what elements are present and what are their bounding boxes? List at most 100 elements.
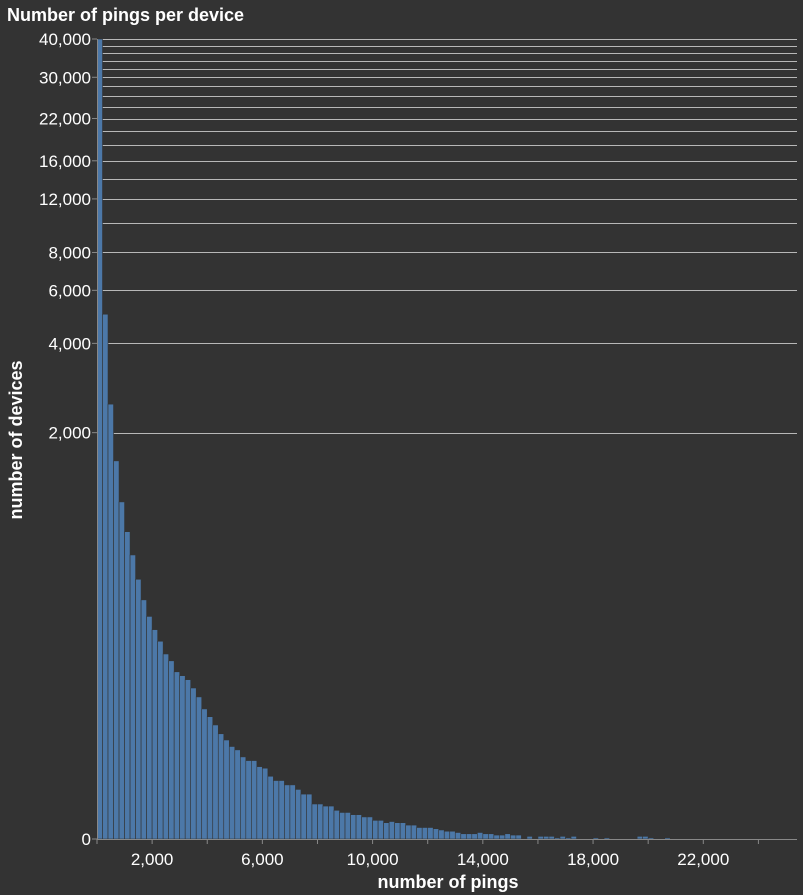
y-tick-label: 4,000: [48, 334, 91, 353]
y-tick-label: 30,000: [39, 68, 91, 87]
bar: [328, 805, 335, 840]
bar: [234, 749, 241, 840]
y-tick-label: 8,000: [48, 243, 91, 262]
bar: [366, 816, 373, 840]
bar: [454, 832, 462, 840]
bar: [493, 834, 500, 840]
bar: [184, 679, 192, 840]
bar: [146, 616, 153, 840]
bar: [190, 687, 197, 840]
bar: [603, 837, 610, 840]
y-axis: 0 2,000 4,000 6,000 8,000 12,000 16,000 22,000 3…: [39, 30, 98, 849]
bar: [636, 836, 643, 840]
bar: [267, 775, 274, 840]
bar: [432, 828, 440, 840]
bar: [488, 833, 495, 840]
bar: [179, 675, 186, 840]
bars: [96, 38, 671, 840]
bar: [471, 833, 478, 840]
bar: [592, 837, 599, 840]
bar: [383, 822, 390, 840]
y-tick-label: 40,000: [39, 30, 91, 49]
bar: [427, 827, 434, 840]
bar: [438, 829, 445, 840]
grid-lines: [97, 39, 797, 434]
x-tick-label: 14,000: [457, 850, 509, 869]
bar: [350, 814, 357, 840]
bar: [118, 501, 125, 840]
bar: [195, 696, 203, 840]
bar: [212, 724, 219, 840]
bar: [201, 708, 208, 840]
bar: [465, 833, 473, 840]
bar: [173, 671, 180, 840]
bar: [107, 403, 114, 840]
bar: [664, 837, 671, 840]
x-tick-label: 6,000: [241, 850, 284, 869]
bar: [405, 824, 412, 840]
y-tick-label: 12,000: [39, 190, 91, 209]
bar: [548, 836, 555, 840]
bar: [273, 780, 280, 840]
bar: [295, 789, 302, 840]
bar: [256, 766, 263, 840]
bar: [344, 812, 351, 840]
bar: [339, 812, 346, 840]
bar: [124, 531, 131, 840]
bar: [311, 803, 318, 840]
bar: [510, 834, 517, 840]
bar: [223, 739, 230, 840]
bar: [135, 578, 142, 840]
bar: [355, 814, 362, 840]
bar: [515, 834, 522, 840]
x-axis: 2,000 6,000 10,000 14,000 18,000 22,000: [96, 839, 797, 869]
bar: [377, 820, 384, 840]
bar: [642, 836, 649, 840]
y-tick-label: 2,000: [48, 424, 91, 443]
bar: [206, 716, 214, 840]
bar: [361, 816, 368, 840]
bar: [162, 653, 169, 840]
bar: [151, 629, 158, 840]
x-tick-label: 2,000: [131, 850, 174, 869]
bar: [443, 830, 451, 840]
bar: [482, 833, 489, 840]
x-tick-label: 10,000: [347, 850, 399, 869]
bar: [543, 836, 550, 840]
bar: [537, 836, 544, 840]
chart-title: Number of pings per device: [7, 5, 244, 25]
bar: [504, 833, 511, 840]
bar: [113, 460, 120, 840]
bar: [157, 640, 164, 840]
bar: [449, 830, 456, 840]
bar: [647, 837, 654, 840]
bar: [129, 554, 136, 840]
bar: [372, 820, 379, 840]
bar: [317, 803, 324, 840]
bar: [217, 733, 225, 840]
bar: [554, 837, 561, 840]
bar: [394, 822, 401, 840]
bar: [300, 793, 307, 840]
x-tick-label: 18,000: [567, 850, 619, 869]
bar: [526, 836, 533, 840]
bar: [278, 780, 285, 840]
y-tick-label: 22,000: [39, 110, 91, 129]
bar: [399, 822, 406, 840]
bar: [245, 760, 252, 840]
bar: [388, 821, 395, 840]
bar: [322, 805, 329, 840]
bar: [421, 827, 429, 840]
x-tick-label: 22,000: [677, 850, 729, 869]
bar: [284, 784, 291, 840]
bar: [333, 809, 340, 840]
bar: [559, 836, 566, 840]
bar: [477, 832, 484, 840]
bar: [460, 833, 467, 840]
bar: [565, 837, 572, 840]
bar: [251, 760, 258, 840]
bar: [410, 824, 417, 840]
bar: [306, 793, 313, 840]
bar: [499, 834, 506, 840]
